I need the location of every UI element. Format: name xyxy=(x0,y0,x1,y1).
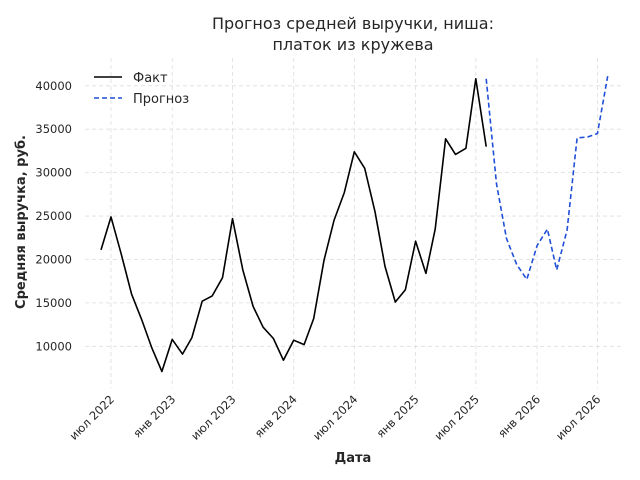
x-tick-label: янв 2023 xyxy=(130,392,178,440)
x-tick-label: июл 2026 xyxy=(553,392,604,443)
y-tick-label: 35000 xyxy=(35,122,72,136)
series-line-fact xyxy=(100,78,487,373)
legend-label-forecast: Прогноз xyxy=(133,92,189,107)
x-tick-label: янв 2024 xyxy=(252,392,300,440)
x-tick-label: июл 2022 xyxy=(67,392,118,443)
y-tick-label: 10000 xyxy=(35,339,72,353)
x-tick-label: янв 2025 xyxy=(374,392,422,440)
x-axis-label: Дата xyxy=(335,451,372,466)
y-axis-label: Средняя выручка, руб. xyxy=(14,135,29,309)
y-tick-label: 15000 xyxy=(35,296,72,310)
series-layer xyxy=(100,76,609,373)
y-tick-label: 25000 xyxy=(35,209,72,223)
x-tick-label: июл 2024 xyxy=(310,392,361,443)
x-axis-ticks: июл 2022 янв 2023 июл 2023 янв 2024 июл 2024… xyxy=(67,392,604,443)
chart-title-line-2: платок из кружева xyxy=(272,35,433,54)
x-tick-label: июл 2025 xyxy=(431,392,482,443)
series-line-forecast xyxy=(485,76,609,281)
x-tick-label: июл 2023 xyxy=(188,392,239,443)
chart-title-line-1: Прогноз средней выручки, ниша: xyxy=(212,14,494,33)
y-axis-ticks: 10000 15000 20000 25000 30000 35000 40000 xyxy=(35,79,72,354)
y-tick-label: 20000 xyxy=(35,252,72,266)
y-tick-label: 30000 xyxy=(35,166,72,180)
grid xyxy=(85,58,624,388)
legend-label-fact: Факт xyxy=(133,71,168,86)
y-tick-label: 40000 xyxy=(35,79,72,93)
legend: Факт Прогноз xyxy=(94,71,189,107)
x-tick-label: янв 2026 xyxy=(495,392,543,440)
